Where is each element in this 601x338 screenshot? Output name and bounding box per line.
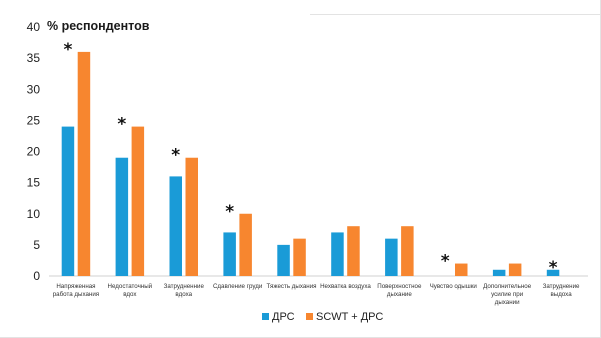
x-tick-label: Чувство одышки <box>430 283 478 290</box>
y-tick-label: 20 <box>27 145 41 159</box>
significance-star: * <box>64 40 73 60</box>
y-tick-label: 5 <box>33 238 40 252</box>
significance-markers: * * * * * * <box>64 40 558 278</box>
bar-series-2 <box>293 238 306 276</box>
legend-label: SCWT + ДРС <box>316 311 383 323</box>
y-tick-label: 30 <box>27 82 41 96</box>
significance-star: * <box>117 115 126 135</box>
bar-series-2 <box>77 51 91 277</box>
bar-series-1 <box>169 176 182 276</box>
bar-series-2 <box>401 226 414 276</box>
x-tick-label: Напряженная работа дыхания <box>53 283 99 298</box>
bar-series-1 <box>277 244 290 276</box>
significance-star: * <box>441 252 450 272</box>
bar-series-2 <box>131 126 145 276</box>
bars-group <box>61 51 560 277</box>
x-tick-label: Недостаточный вдох <box>108 283 153 298</box>
bar-series-2 <box>185 157 198 276</box>
x-tick-label: Тяжесть дыхания <box>267 283 317 290</box>
y-axis-ticks: 0 5 10 15 20 25 30 35 40 <box>27 20 41 283</box>
x-tick-label: Затрудненние вдоха <box>164 283 205 298</box>
y-axis-label: % респондентов <box>47 19 150 33</box>
legend: ДРС SCWT + ДРС <box>262 311 383 323</box>
y-tick-label: 0 <box>33 269 40 283</box>
bar-series-2 <box>347 226 360 276</box>
bar-series-1 <box>223 232 236 276</box>
x-tick-label: Дополнительное усилие при дыхании <box>483 283 532 306</box>
x-axis-ticks: Напряженная работа дыхания Недостаточный вд… <box>53 283 580 306</box>
frame-top-border <box>310 14 600 15</box>
bar-series-1 <box>492 269 506 276</box>
x-tick-label: Сдавление груди <box>213 283 263 290</box>
y-tick-label: 15 <box>27 176 41 190</box>
significance-star: * <box>225 202 234 222</box>
x-tick-label: Нехватка воздуха <box>320 283 371 290</box>
bar-series-1 <box>385 238 398 276</box>
y-tick-label: 35 <box>27 51 41 65</box>
bar-series-1 <box>331 232 344 276</box>
x-tick-label: Поверхностное дыхание <box>377 283 422 298</box>
bar-series-1 <box>61 126 75 276</box>
bar-series-2 <box>508 263 522 276</box>
bar-series-1 <box>546 269 560 276</box>
legend-swatch <box>262 313 269 320</box>
x-tick-label: Затруднение выдоха <box>543 283 580 298</box>
bar-series-1 <box>115 157 129 276</box>
bar-series-2 <box>455 263 468 276</box>
y-tick-label: 40 <box>27 20 41 34</box>
significance-star: * <box>171 146 180 166</box>
y-tick-label: 25 <box>27 113 41 127</box>
legend-label: ДРС <box>272 311 295 323</box>
y-tick-label: 10 <box>27 207 41 221</box>
legend-swatch <box>306 313 313 320</box>
significance-star: * <box>549 258 558 278</box>
bar-series-2 <box>239 213 252 276</box>
